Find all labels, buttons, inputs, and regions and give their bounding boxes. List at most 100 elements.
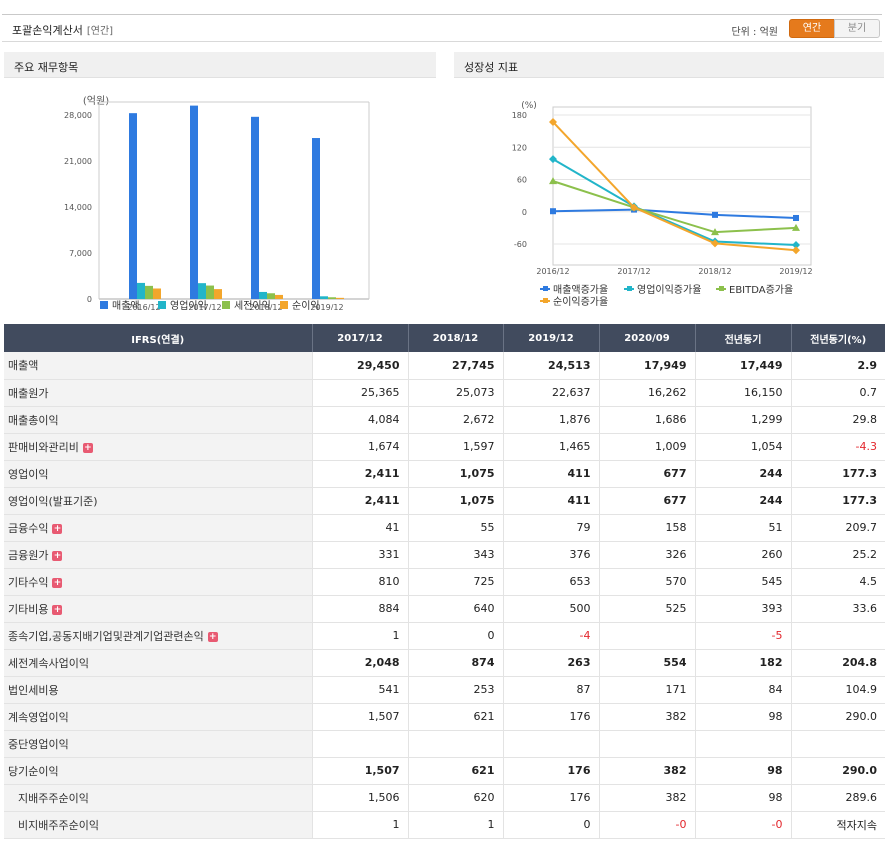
table-cell: -0 <box>694 811 791 839</box>
bar-1-2019-12 <box>312 138 320 299</box>
table-row: 지배주주순이익 1,506 620 176 382 98 289.6 <box>4 784 885 812</box>
table-cell: 525 <box>598 595 695 623</box>
bar-2-2017-12 <box>198 283 206 299</box>
row-label-text: 판매비와관리비 <box>8 440 79 454</box>
table-cell: 725 <box>407 568 503 596</box>
table-cell: 51 <box>694 514 791 542</box>
line-legend-marker <box>543 286 548 291</box>
row-label[interactable]: 기타비용 + <box>4 595 312 623</box>
quarter-toggle-button[interactable]: 분기 <box>834 19 880 38</box>
table-cell: 4.5 <box>790 568 885 596</box>
bar-legend-label: 순이익 <box>292 300 320 310</box>
row-label-text: 지배주주순이익 <box>18 791 89 805</box>
table-row: 금융원가 +331 343 376 326 260 25.2 <box>4 541 885 569</box>
row-label-text: 금융수익 <box>8 521 49 535</box>
table-cell: 98 <box>694 757 791 785</box>
bar-4-2019-12 <box>336 297 344 299</box>
row-label[interactable]: 기타수익 + <box>4 568 312 596</box>
line-legend-label: 순이익증가율 <box>553 296 608 308</box>
expand-plus-icon[interactable]: + <box>52 523 63 534</box>
table-cell: 382 <box>598 757 695 785</box>
table-cell: 24,513 <box>502 352 599 380</box>
row-label: 비지배주주순이익 <box>4 811 312 839</box>
table-row: 중단영업이익 <box>4 730 885 758</box>
table-cell: 17,949 <box>598 352 695 380</box>
row-label-text: 기타수익 <box>8 575 49 589</box>
line-point-4 <box>630 203 638 212</box>
table-cell: 41 <box>311 514 408 542</box>
annual-toggle-button[interactable]: 연간 <box>789 19 835 38</box>
expand-plus-icon[interactable]: + <box>52 577 63 588</box>
row-label-text: 당기순이익 <box>8 764 59 778</box>
table-cell: 29,450 <box>311 352 408 380</box>
table-cell: 22,637 <box>502 379 599 407</box>
financial-items-title: 주요 재무항목 <box>4 52 436 78</box>
row-label[interactable]: 금융원가 + <box>4 541 312 569</box>
expand-plus-icon[interactable]: + <box>82 442 93 453</box>
table-cell: 0 <box>407 622 503 650</box>
bar-2-2019-12 <box>320 296 328 299</box>
line-point-1 <box>550 208 556 215</box>
table-cell: 79 <box>502 514 599 542</box>
table-cell <box>790 730 885 758</box>
table-cell: 620 <box>407 784 503 812</box>
table-cell: 176 <box>502 703 599 731</box>
row-label-text: 매출총이익 <box>8 413 59 427</box>
line-chart-y-tick-label: 60 <box>517 176 527 185</box>
bar-legend-swatch <box>158 301 166 309</box>
table-cell: 104.9 <box>790 676 885 704</box>
line-point-4 <box>711 239 719 248</box>
bar-chart-x-tick-label: 2016/12 <box>127 303 160 310</box>
table-row: 매출원가 25,365 25,073 22,637 16,262 16,150 0.7 <box>4 379 885 407</box>
line-legend-label: EBITDA증가율 <box>729 284 793 296</box>
bar-4-2017-12 <box>214 289 222 299</box>
table-cell: 253 <box>407 676 503 704</box>
table-cell: 545 <box>694 568 791 596</box>
table-cell: 382 <box>598 703 695 731</box>
row-label-text: 영업이익 <box>8 467 49 481</box>
table-cell: 158 <box>598 514 695 542</box>
expand-plus-icon[interactable]: + <box>207 631 218 642</box>
table-cell: 244 <box>694 487 791 515</box>
line-point-2 <box>549 155 557 164</box>
bar-legend-label: 영업이익 <box>170 299 207 310</box>
line-chart-unit-label: (%) <box>521 101 537 111</box>
line-legend-marker <box>543 298 548 303</box>
row-label: 세전계속사업이익 <box>4 649 312 677</box>
table-cell: 810 <box>311 568 408 596</box>
row-label-text: 기타비용 <box>8 602 49 616</box>
row-label[interactable]: 종속기업,공동지배기업및관계기업관련손익 + <box>4 622 312 650</box>
table-row: 매출총이익 4,084 2,672 1,876 1,686 1,299 29.8 <box>4 406 885 434</box>
row-label[interactable]: 금융수익 + <box>4 514 312 542</box>
table-header-2: 2018/12 <box>407 324 503 352</box>
bar-chart-y-tick-label: 0 <box>87 295 92 304</box>
table-cell: 1,299 <box>694 406 791 434</box>
row-label[interactable]: 판매비와관리비 + <box>4 433 312 461</box>
table-cell: 177.3 <box>790 487 885 515</box>
bar-4-2018-12 <box>275 294 283 299</box>
table-row: 법인세비용 541 253 87 171 84 104.9 <box>4 676 885 704</box>
table-cell: 2,411 <box>311 487 408 515</box>
table-cell: -4.3 <box>790 433 885 461</box>
expand-plus-icon[interactable]: + <box>52 550 63 561</box>
table-cell: 177.3 <box>790 460 885 488</box>
bar-3-2019-12 <box>328 297 336 299</box>
bar-chart-x-tick-label: 2019/12 <box>310 303 343 310</box>
bar-chart-unit-label: (억원) <box>83 95 109 107</box>
row-label-text: 세전계속사업이익 <box>8 656 89 670</box>
growth-indicators-panel: 성장성 지표 (%) -60 0 60 120 180 2016/12 2017/12 2018… <box>454 52 884 310</box>
table-cell <box>502 730 599 758</box>
table-row: 기타비용 +884 640 500 525 393 33.6 <box>4 595 885 623</box>
table-cell <box>694 730 791 758</box>
bar-3-2016-12 <box>145 285 153 299</box>
table-cell: 25.2 <box>790 541 885 569</box>
expand-plus-icon[interactable]: + <box>52 604 63 615</box>
table-header-6: 전년동기(%) <box>790 324 885 352</box>
table-row: 영업이익(발표기준) 2,411 1,075 411 677 244 177.3 <box>4 487 885 515</box>
table-cell: 1,465 <box>502 433 599 461</box>
bar-chart-y-tick-label: 21,000 <box>64 157 92 166</box>
table-cell: 382 <box>598 784 695 812</box>
row-label: 당기순이익 <box>4 757 312 785</box>
line-series-1 <box>552 208 797 219</box>
table-cell <box>311 730 408 758</box>
